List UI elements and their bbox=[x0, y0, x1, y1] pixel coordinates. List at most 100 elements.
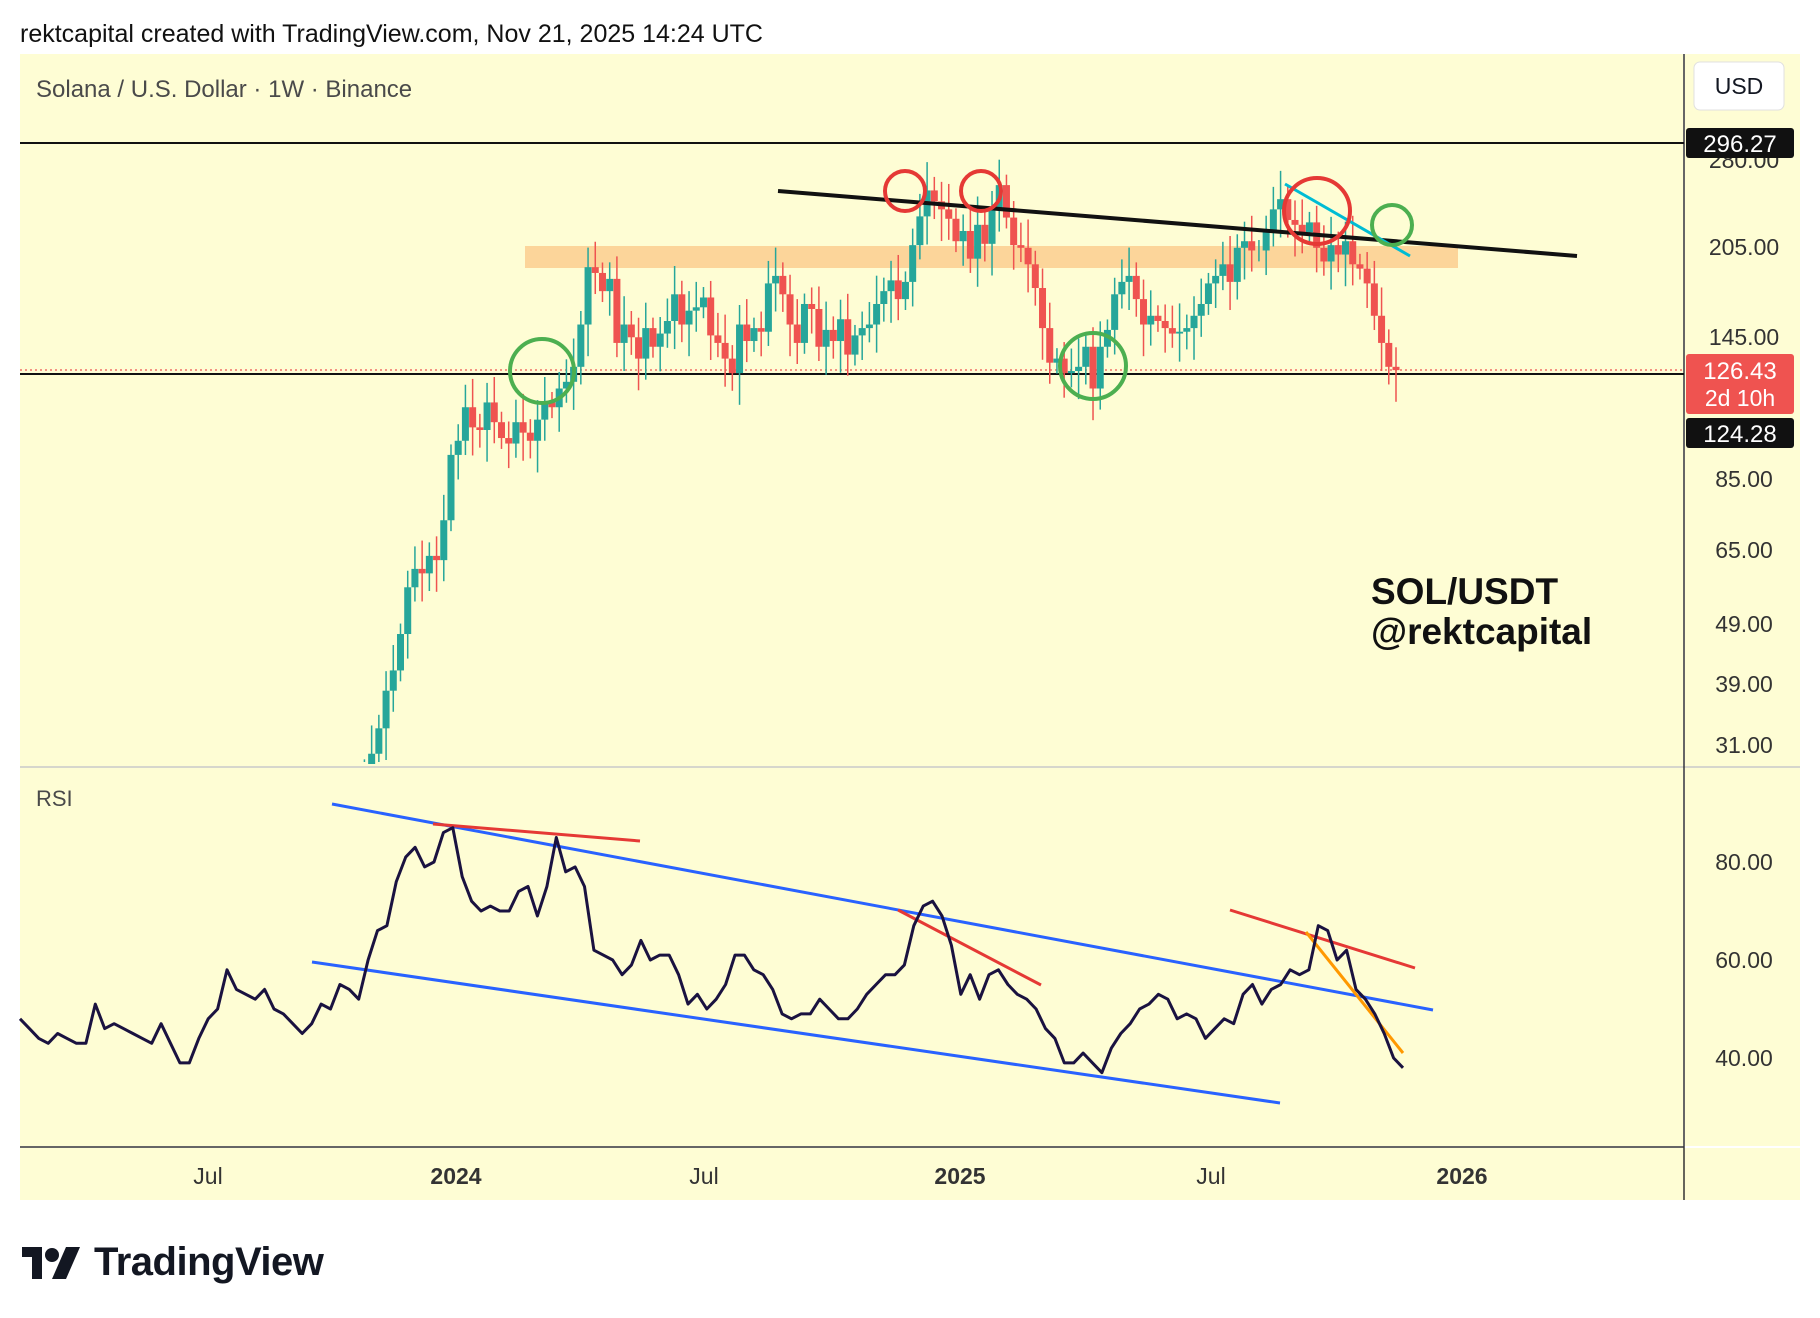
time-tick-label: 2025 bbox=[934, 1163, 985, 1189]
watermark-author: @rektcapital bbox=[1371, 611, 1592, 652]
time-axis-ticks: Jul 2024 Jul 2025 Jul 2026 bbox=[193, 1163, 1487, 1189]
candle-body bbox=[1378, 315, 1386, 343]
candle-body bbox=[1060, 358, 1068, 374]
candle-body bbox=[418, 568, 426, 574]
rejection-circle-red bbox=[883, 169, 927, 213]
candle-body bbox=[1140, 299, 1148, 325]
candle-body bbox=[1031, 264, 1039, 289]
candle-body bbox=[952, 218, 960, 242]
price-tick-label: 205.00 bbox=[1709, 234, 1779, 260]
candle-body bbox=[685, 310, 693, 325]
candle-body bbox=[1147, 315, 1155, 325]
candle-body bbox=[721, 342, 729, 359]
candle-body bbox=[671, 294, 679, 321]
candle-body bbox=[534, 419, 542, 441]
candle-body bbox=[822, 329, 830, 347]
time-tick-label: Jul bbox=[1196, 1163, 1225, 1189]
candle-body bbox=[490, 402, 498, 423]
candle-body bbox=[981, 224, 989, 244]
candle-body bbox=[1226, 264, 1234, 282]
ath-badge-value: 296.27 bbox=[1703, 131, 1776, 158]
price-pane[interactable] bbox=[20, 54, 1683, 766]
rejection-circle-red bbox=[959, 169, 1003, 213]
rsi-pane[interactable] bbox=[20, 768, 1683, 1146]
candle-body bbox=[656, 333, 664, 347]
candle-body bbox=[1212, 275, 1220, 284]
support-badge-value: 124.28 bbox=[1703, 421, 1776, 448]
rejection-circle-red bbox=[1282, 176, 1352, 246]
support-badge bbox=[1686, 418, 1794, 448]
candle-body bbox=[1349, 241, 1357, 265]
candle-body bbox=[635, 337, 643, 359]
price-tick-label: 85.00 bbox=[1715, 466, 1773, 492]
candle-body bbox=[1075, 366, 1083, 372]
candle-body bbox=[1392, 366, 1400, 371]
candle-body bbox=[1190, 315, 1198, 329]
candle-body bbox=[396, 634, 404, 671]
candle-body bbox=[447, 454, 455, 521]
rsi-axis[interactable] bbox=[1685, 768, 1800, 1146]
rsi-label: RSI bbox=[36, 786, 73, 811]
candle-body bbox=[901, 281, 909, 300]
candle-body bbox=[606, 278, 614, 292]
candle-body bbox=[1327, 245, 1335, 262]
rsi-divergence-red bbox=[897, 908, 1042, 987]
candle-body bbox=[577, 324, 585, 367]
candle-body bbox=[562, 381, 570, 389]
candle-body bbox=[591, 267, 599, 273]
candle-body bbox=[786, 294, 794, 325]
candle-body bbox=[916, 216, 924, 246]
currency-button[interactable] bbox=[1693, 61, 1785, 111]
candle-body bbox=[461, 407, 469, 441]
candles-group bbox=[363, 159, 1400, 764]
candle-body bbox=[909, 245, 917, 282]
candle-body bbox=[1125, 275, 1133, 282]
candle-body bbox=[433, 555, 441, 561]
time-tick-label: Jul bbox=[193, 1163, 222, 1189]
candle-body bbox=[1089, 346, 1097, 389]
candle-body bbox=[1168, 328, 1176, 334]
candle-body bbox=[894, 280, 902, 300]
candle-body bbox=[858, 328, 866, 336]
chart-attribution: rektcapital created with TradingView.com… bbox=[20, 20, 763, 48]
candle-body bbox=[959, 231, 967, 242]
candle-body bbox=[837, 319, 845, 342]
candle-body bbox=[1342, 241, 1350, 255]
price-tick-label: 31.00 bbox=[1715, 732, 1773, 758]
candle-body bbox=[750, 328, 758, 342]
candle-body bbox=[1334, 245, 1342, 255]
rsi-divergence-red bbox=[432, 822, 641, 843]
candle-body bbox=[584, 267, 592, 325]
price-tick-label: 145.00 bbox=[1709, 324, 1779, 350]
tradingview-logo[interactable]: TradingView bbox=[22, 1240, 324, 1285]
candle-body bbox=[1161, 320, 1169, 329]
candle-body bbox=[1241, 241, 1249, 248]
candle-body bbox=[1269, 209, 1277, 233]
candle-body bbox=[1305, 222, 1313, 233]
candle-body bbox=[526, 432, 534, 441]
support-circle-green bbox=[508, 337, 576, 405]
rsi-channel-lower bbox=[311, 960, 1281, 1105]
candle-body bbox=[815, 308, 823, 347]
candle-body bbox=[1053, 358, 1061, 363]
rsi-channel-upper bbox=[331, 802, 1434, 1012]
candle-body bbox=[497, 422, 505, 439]
price-tick-label: 49.00 bbox=[1715, 611, 1773, 637]
rsi-divergence-orange bbox=[1304, 931, 1405, 1054]
rsi-line bbox=[18, 826, 1405, 1075]
candle-body bbox=[1385, 342, 1393, 367]
candle-body bbox=[1248, 241, 1256, 251]
candle-body bbox=[1118, 281, 1126, 295]
candle-body bbox=[1370, 283, 1378, 316]
price-tick-label: 39.00 bbox=[1715, 671, 1773, 697]
tradingview-logo-icon bbox=[22, 1246, 80, 1279]
time-axis[interactable] bbox=[20, 1148, 1800, 1200]
candle-body bbox=[519, 422, 527, 433]
candle-body bbox=[743, 324, 751, 342]
ath-badge bbox=[1686, 128, 1794, 158]
candle-body bbox=[548, 402, 556, 408]
rsi-divergence-red bbox=[1229, 908, 1416, 970]
candle-body bbox=[1284, 199, 1292, 220]
candle-body bbox=[1363, 268, 1371, 284]
